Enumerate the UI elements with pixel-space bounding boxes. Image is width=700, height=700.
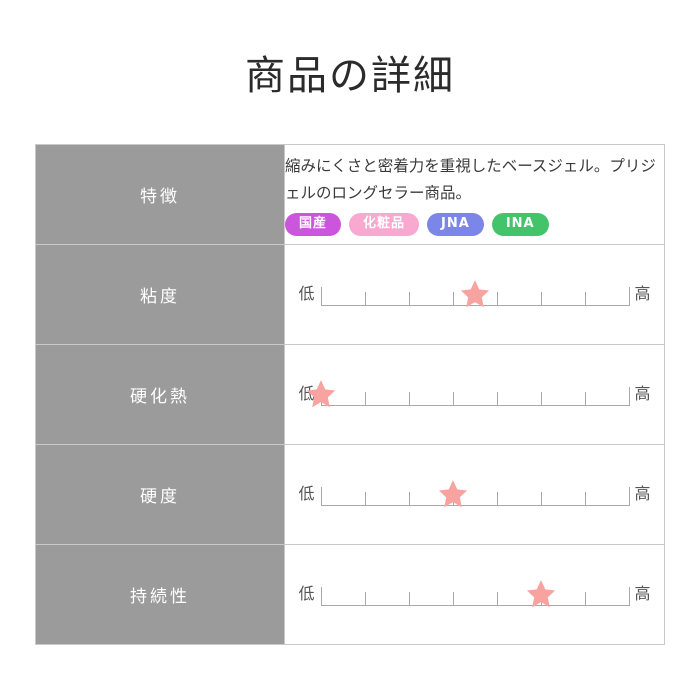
table-row: 粘度 低 高 <box>35 244 665 345</box>
table-row: 持続性 低 高 <box>35 544 665 645</box>
table-body: 特徴 縮みにくさと密着力を重視したベースジェル。プリジェルのロングセラー商品。 … <box>35 144 665 645</box>
axis-tick <box>452 391 454 406</box>
scale-high-label: 高 <box>634 483 651 503</box>
axis-tick <box>452 591 454 606</box>
rating-scale-durability: 低 高 <box>285 578 664 612</box>
row-content-feature: 縮みにくさと密着力を重視したベースジェル。プリジェルのロングセラー商品。 国産 … <box>284 144 665 245</box>
axis-tick <box>540 391 542 406</box>
axis-tick <box>320 486 322 506</box>
scale-low-label: 低 <box>298 283 315 303</box>
axis-tick <box>628 386 630 406</box>
axis-baseline <box>320 504 629 506</box>
badge-keshohin[interactable]: 化粧品 <box>349 213 420 236</box>
axis-tick <box>584 391 586 406</box>
row-label-durability: 持続性 <box>35 544 285 645</box>
axis-tick <box>496 491 498 506</box>
axis-tick <box>364 391 366 406</box>
page-title: 商品の詳細 <box>245 53 455 99</box>
axis-tick <box>628 486 630 506</box>
axis-tick <box>408 491 410 506</box>
axis-baseline <box>320 604 629 606</box>
badge-ina[interactable]: INA <box>491 213 549 236</box>
scale-low-label: 低 <box>298 383 315 403</box>
row-content-curing-heat: 低 高 <box>284 344 665 445</box>
row-content-hardness: 低 高 <box>284 444 665 545</box>
scale-high-label: 高 <box>634 383 651 403</box>
feature-description: 縮みにくさと密着力を重視したベースジェル。プリジェルのロングセラー商品。 <box>285 157 656 202</box>
rating-scale-curing-heat: 低 高 <box>285 378 664 412</box>
axis-tick <box>364 491 366 506</box>
axis-tick <box>628 586 630 606</box>
table-row: 特徴 縮みにくさと密着力を重視したベースジェル。プリジェルのロングセラー商品。 … <box>35 144 665 245</box>
scale-axis[interactable] <box>320 478 630 512</box>
badge-kokusan[interactable]: 国産 <box>285 213 342 236</box>
axis-baseline <box>320 404 629 406</box>
axis-tick <box>584 291 586 306</box>
axis-tick <box>496 291 498 306</box>
row-label-feature: 特徴 <box>35 144 285 245</box>
scale-high-label: 高 <box>634 283 651 303</box>
axis-tick <box>584 591 586 606</box>
row-label-viscosity: 粘度 <box>35 244 285 345</box>
scale-low-label: 低 <box>298 583 315 603</box>
axis-tick <box>540 291 542 306</box>
axis-tick <box>540 491 542 506</box>
scale-high-label: 高 <box>634 583 651 603</box>
row-content-durability: 低 高 <box>284 544 665 645</box>
row-label-curing-heat: 硬化熱 <box>35 344 285 445</box>
axis-tick <box>496 591 498 606</box>
axis-tick <box>320 586 322 606</box>
axis-tick <box>452 291 454 306</box>
axis-tick <box>496 391 498 406</box>
table-row: 硬度 低 高 <box>35 444 665 545</box>
axis-tick <box>364 591 366 606</box>
row-label-hardness: 硬度 <box>35 444 285 545</box>
scale-axis[interactable] <box>306 378 630 412</box>
rating-scale-hardness: 低 高 <box>285 478 664 512</box>
table-row: 硬化熱 低 高 <box>35 344 665 445</box>
axis-tick <box>540 591 542 606</box>
axis-tick <box>584 491 586 506</box>
badge-jna[interactable]: JNA <box>427 213 484 236</box>
axis-tick <box>408 591 410 606</box>
scale-axis[interactable] <box>320 578 630 612</box>
rating-scale-viscosity: 低 高 <box>285 278 664 312</box>
axis-tick <box>408 291 410 306</box>
axis-tick <box>628 286 630 306</box>
product-detail-table: 特徴 縮みにくさと密着力を重視したベースジェル。プリジェルのロングセラー商品。 … <box>35 144 665 645</box>
scale-low-label: 低 <box>298 483 315 503</box>
axis-tick <box>320 386 322 406</box>
axis-tick <box>408 391 410 406</box>
axis-tick <box>452 491 454 506</box>
scale-axis[interactable] <box>320 278 630 312</box>
axis-tick <box>320 286 322 306</box>
axis-tick <box>364 291 366 306</box>
axis-baseline <box>320 304 629 306</box>
badge-row: 国産 化粧品 JNA INA <box>285 213 664 236</box>
row-content-viscosity: 低 高 <box>284 244 665 345</box>
